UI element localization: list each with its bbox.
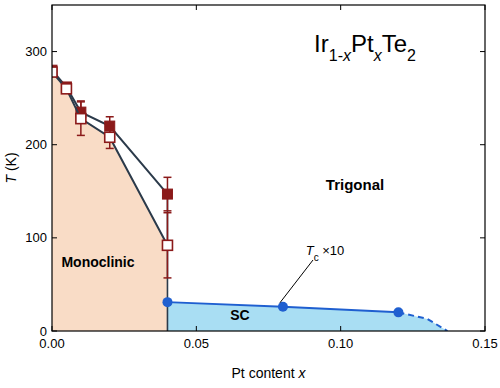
y-tick-label: 0 [40, 324, 47, 339]
annotation: Trigonal [326, 176, 384, 193]
series-line [52, 70, 167, 194]
x-tick [485, 326, 486, 331]
error-bar-cap [163, 210, 171, 212]
y-tick-right [480, 51, 485, 52]
sc-region [167, 302, 447, 331]
data-point [76, 114, 86, 124]
x-axis-label: Pt content x [232, 365, 307, 381]
error-bar [106, 126, 114, 148]
data-point [162, 189, 172, 199]
annotation: SC [230, 307, 249, 323]
y-tick-label: 200 [25, 137, 47, 152]
plot-area [52, 65, 447, 331]
error-bar-cap [77, 135, 85, 137]
annotation-leader [280, 260, 313, 303]
error-bar-cap [163, 277, 171, 279]
x-tick-top [340, 5, 341, 10]
x-tick-label: 0.15 [472, 336, 497, 351]
y-axis-label: T (K) [3, 152, 19, 183]
y-tick-right [480, 331, 485, 332]
error-bar-cap [77, 101, 85, 103]
data-point [61, 84, 71, 94]
error-bar-cap [77, 100, 85, 102]
data-point [162, 297, 172, 307]
data-point [278, 302, 288, 312]
x-tick-top [52, 5, 53, 10]
annotation: Monoclinic [61, 254, 134, 270]
x-tick-top [196, 5, 197, 10]
error-bar [77, 102, 85, 136]
y-tick [52, 237, 57, 238]
x-tick-label: 0.10 [328, 336, 353, 351]
data-point [162, 240, 172, 250]
data-point [105, 132, 115, 142]
x-tick-label: 0.05 [184, 336, 209, 351]
title: Ir1-xPtxTe2 [314, 30, 416, 64]
x-tick [340, 326, 341, 331]
annotation: Tc ×10 [306, 243, 345, 263]
y-tick [52, 51, 57, 52]
error-bar-cap [106, 116, 114, 118]
error-bar [163, 213, 171, 278]
error-bar [163, 177, 171, 211]
error-bar-cap [163, 177, 171, 179]
error-bar-cap [106, 148, 114, 150]
series-line [52, 72, 167, 245]
data-point [52, 67, 57, 77]
y-tick-label: 300 [25, 44, 47, 59]
x-tick [52, 326, 53, 331]
x-tick [196, 326, 197, 331]
y-tick-label: 100 [25, 230, 47, 245]
error-bar-cap [163, 212, 171, 214]
plot-frame [52, 5, 485, 331]
y-tick [52, 331, 57, 332]
series-line [167, 302, 398, 312]
y-tick [52, 144, 57, 145]
monoclinic-region [52, 72, 167, 331]
error-bar-cap [106, 125, 114, 127]
y-tick-right [480, 237, 485, 238]
series-line [398, 312, 447, 331]
y-tick-right [480, 144, 485, 145]
chart: 0.000.050.100.150100200300Pt content xT … [0, 0, 500, 388]
x-tick-top [485, 5, 486, 10]
phase-boundary [167, 194, 169, 331]
